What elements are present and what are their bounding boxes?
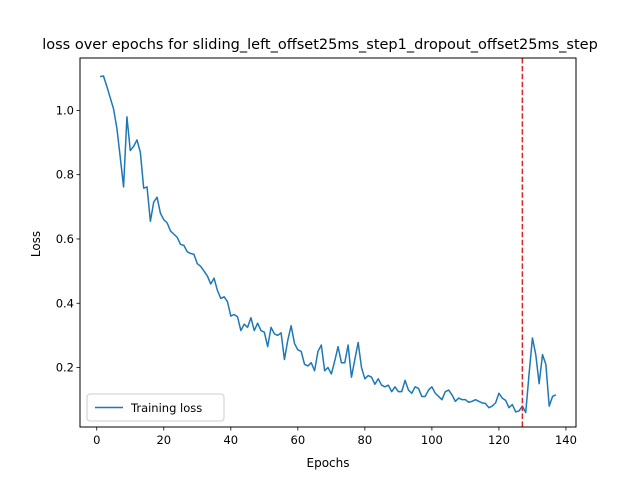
y-tick-label: 0.8 <box>56 168 74 182</box>
y-tick-label: 0.6 <box>56 232 74 246</box>
legend: Training loss <box>86 393 225 422</box>
chart-title: loss over epochs for sliding_left_offset… <box>42 37 598 53</box>
plot-frame <box>79 57 577 428</box>
y-tick-label: 0.4 <box>56 296 74 310</box>
x-tick-label: 40 <box>223 433 238 447</box>
x-axis-label: Epochs <box>307 456 350 470</box>
y-axis-label: Loss <box>29 231 43 257</box>
x-tick-label: 60 <box>291 433 306 447</box>
x-tick-label: 0 <box>93 433 100 447</box>
x-tick-label: 100 <box>421 433 443 447</box>
x-tick-label: 140 <box>555 433 577 447</box>
x-tick-label: 20 <box>156 433 171 447</box>
y-tick-label: 0.2 <box>56 361 74 375</box>
x-tick-label: 80 <box>358 433 373 447</box>
y-tick-label: 1.0 <box>56 103 74 117</box>
series-line-training-loss <box>99 75 557 414</box>
series-layer <box>99 75 557 414</box>
legend-box <box>86 393 225 422</box>
plot-area <box>80 58 576 427</box>
x-tick-label: 120 <box>488 433 510 447</box>
x-axis-ticks: 0 20 40 60 80 100 120 140 <box>93 427 577 447</box>
legend-label: Training loss <box>130 401 202 415</box>
y-axis-ticks: 0.2 0.4 0.6 0.8 1.0 <box>56 103 80 375</box>
